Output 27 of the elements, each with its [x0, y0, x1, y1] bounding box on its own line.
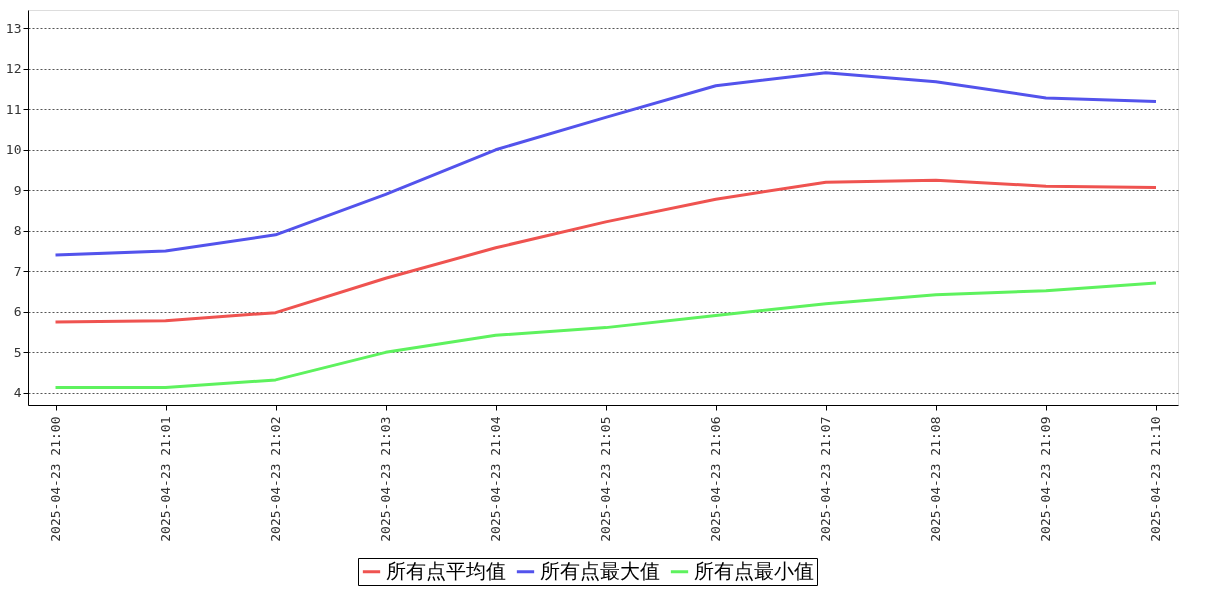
x-tick-label: 2025-04-23 21:07: [818, 416, 834, 542]
x-tick-label: 2025-04-23 21:05: [598, 416, 614, 542]
legend-label: 所有点平均值: [386, 558, 506, 583]
y-tick-label: 8: [13, 223, 22, 239]
x-tick-label: 2025-04-23 21:02: [268, 416, 284, 542]
x-tick-label: 2025-04-23 21:06: [708, 416, 724, 542]
legend-label: 所有点最小值: [694, 558, 814, 583]
y-tick-label: 13: [5, 20, 22, 36]
y-tick-label: 6: [13, 304, 22, 320]
x-tick-label: 2025-04-23 21:00: [48, 416, 64, 542]
y-tick-label: 12: [5, 61, 22, 77]
line-series: [54, 178, 1158, 324]
line-series: [54, 71, 1158, 257]
line-series: [54, 281, 1158, 390]
x-tick-label: 2025-04-23 21:09: [1038, 416, 1054, 542]
legend-label: 所有点最大值: [540, 558, 660, 583]
y-tick-label: 9: [13, 182, 22, 198]
x-tick-label: 2025-04-23 21:04: [488, 416, 504, 542]
x-tick-label: 2025-04-23 21:10: [1148, 416, 1164, 542]
x-tick-label: 2025-04-23 21:03: [378, 416, 394, 542]
x-tick-label: 2025-04-23 21:01: [158, 416, 174, 542]
y-tick-label: 11: [5, 101, 22, 117]
y-tick-label: 5: [13, 344, 22, 360]
y-tick-label: 10: [5, 142, 22, 158]
x-tick-label: 2025-04-23 21:08: [928, 416, 944, 542]
y-tick-label: 7: [13, 263, 22, 279]
y-tick-label: 4: [13, 385, 22, 401]
